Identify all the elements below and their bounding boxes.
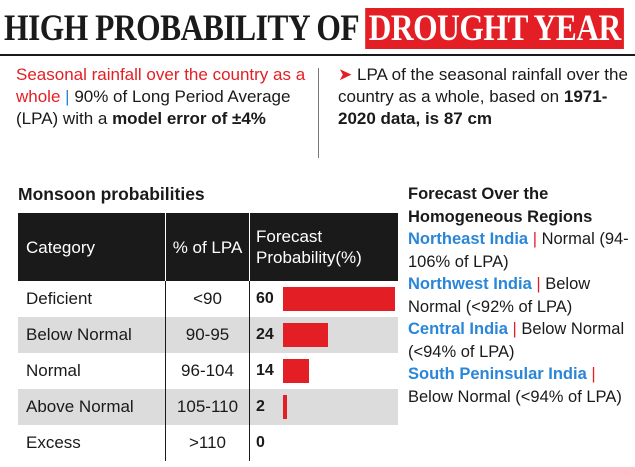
- region-item: Northwest India | Below Normal (<92% of …: [408, 273, 633, 318]
- table-row: Above Normal 105-110 2: [18, 389, 398, 425]
- table-row: Deficient <90 60: [18, 281, 398, 317]
- table-row: Below Normal 90-95 24: [18, 317, 398, 353]
- category-cell: Deficient: [18, 281, 166, 317]
- probability-table: Category % of LPA Forecast Probability(%…: [18, 213, 398, 461]
- probability-cell: 0: [250, 425, 398, 461]
- column-divider: [318, 68, 319, 158]
- probability-value: 2: [256, 398, 265, 415]
- region-separator: |: [531, 275, 546, 293]
- note-model-error: model error of ±4%: [112, 109, 266, 128]
- region-item: South Peninsular India | Below Normal (<…: [408, 363, 633, 408]
- forecast-title: Forecast Over the Homogeneous Regions: [408, 185, 593, 226]
- table-body: Deficient <90 60 Below Normal 90-95 24 Normal 9…: [18, 281, 398, 461]
- probability-value: 24: [256, 326, 274, 343]
- table-row: Excess >110 0: [18, 425, 398, 461]
- probability-cell: 60: [250, 281, 398, 317]
- lpa-definition-note: ➤ LPA of the seasonal rainfall over the …: [338, 64, 628, 130]
- region-item: Central India | Below Normal (<94% of LP…: [408, 318, 633, 363]
- probability-bar: [283, 287, 395, 311]
- region-separator: |: [586, 365, 596, 383]
- headline-text: HIGH PROBABILITY OF: [4, 8, 366, 49]
- note-separator: |: [65, 87, 70, 106]
- probability-value: 0: [256, 434, 265, 451]
- header-probability: Forecast Probability(%): [256, 227, 362, 267]
- table-row: Normal 96-104 14: [18, 353, 398, 389]
- headline-rule: [0, 54, 635, 56]
- probability-cell: 24: [250, 317, 398, 353]
- region-name: South Peninsular India: [408, 365, 587, 383]
- probability-cell: 14: [250, 353, 398, 389]
- note-text: 90% of Long Period Average (LPA) with a: [16, 87, 291, 128]
- table-header: Category % of LPA Forecast Probability(%…: [18, 213, 398, 281]
- lpa-forecast-note: Seasonal rainfall over the country as a …: [16, 64, 306, 130]
- probability-bar: [283, 395, 287, 419]
- arrow-icon: ➤: [338, 65, 353, 84]
- probability-bar: [283, 323, 328, 347]
- region-separator: |: [528, 230, 542, 248]
- lpa-definition-value: 1971-2020 data, is 87 cm: [338, 87, 608, 128]
- lpa-cell: <90: [166, 281, 250, 317]
- category-cell: Excess: [18, 425, 166, 461]
- regional-forecast: Forecast Over the Homogeneous Regions No…: [408, 183, 633, 408]
- lpa-cell: 90-95: [166, 317, 250, 353]
- header-lpa: % of LPA: [166, 213, 250, 281]
- region-forecast-text: Below Normal (<92% of LPA): [408, 275, 591, 316]
- lpa-definition-text: LPA of the seasonal rainfall over the co…: [338, 65, 628, 106]
- header-category: Category: [18, 213, 166, 281]
- lpa-cell: 96-104: [166, 353, 250, 389]
- region-forecast-text: Normal (94-106% of LPA): [408, 230, 629, 271]
- lpa-cell: >110: [166, 425, 250, 461]
- region-separator: |: [507, 320, 522, 338]
- region-forecast-text: Below Normal (<94% of LPA): [408, 387, 622, 406]
- region-name: Northeast India: [408, 230, 529, 248]
- region-forecast-text: Below Normal (<94% of LPA): [408, 320, 625, 361]
- probability-value: 60: [256, 290, 274, 307]
- category-cell: Normal: [18, 353, 166, 389]
- headline-highlight: DROUGHT YEAR: [365, 8, 625, 49]
- region-name: Central India: [408, 320, 508, 338]
- lpa-cell: 105-110: [166, 389, 250, 425]
- probability-value: 14: [256, 362, 274, 379]
- section-title: Monsoon probabilities: [18, 184, 205, 204]
- region-item: Northeast India | Normal (94-106% of LPA…: [408, 228, 633, 273]
- probability-bar: [283, 359, 310, 383]
- category-cell: Below Normal: [18, 317, 166, 353]
- category-cell: Above Normal: [18, 389, 166, 425]
- note-lead: Seasonal rainfall over the country as a …: [16, 65, 306, 106]
- region-list: Northeast India | Normal (94-106% of LPA…: [408, 228, 633, 408]
- probability-cell: 2: [250, 389, 398, 425]
- region-name: Northwest India: [408, 275, 532, 293]
- headline: HIGH PROBABILITY OF DROUGHT YEAR: [4, 6, 625, 52]
